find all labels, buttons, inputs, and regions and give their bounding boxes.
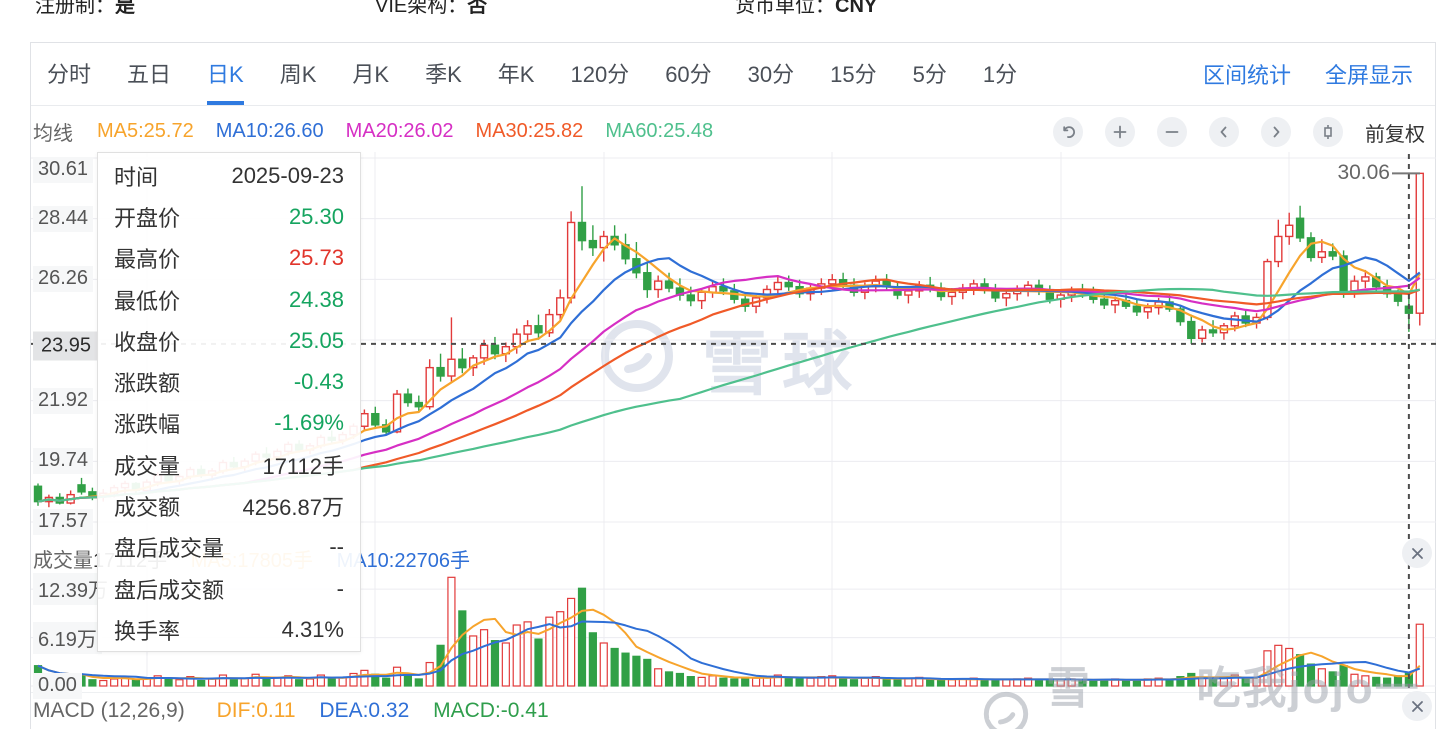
link-全屏显示[interactable]: 全屏显示 xyxy=(1324,63,1413,88)
close-macd-pane-button[interactable] xyxy=(1402,691,1432,721)
close-icon xyxy=(1411,700,1423,712)
ma-legend-item: MA30:25.82 xyxy=(475,119,584,142)
tab-年K[interactable]: 年K xyxy=(497,61,535,87)
tab-五日[interactable]: 五日 xyxy=(127,61,172,87)
tab-120分[interactable]: 120分 xyxy=(570,61,630,87)
adjust-mode-button[interactable]: 前复权 xyxy=(1365,123,1425,146)
tab-5分[interactable]: 5分 xyxy=(912,61,947,87)
tooltip-row: 最高价 25.73 xyxy=(114,245,344,273)
watermark-center: 雪球 xyxy=(598,308,862,409)
close-volume-pane-button[interactable] xyxy=(1402,538,1432,568)
close-icon xyxy=(1411,547,1423,559)
tooltip-row: 开盘价 25.30 xyxy=(114,203,344,231)
tooltip-row: 成交量 17112手 xyxy=(114,453,344,479)
price-axis-label: 17.57 xyxy=(33,509,94,535)
chart-toolbar: 前复权 xyxy=(1053,114,1425,150)
stock-meta-item: 注册制：是 xyxy=(35,0,135,14)
volume-axis-label: 0.00 xyxy=(33,673,82,699)
macd-title: MACD (12,26,9) xyxy=(33,699,185,722)
snowball-logo-icon xyxy=(598,317,676,400)
candle-style-icon[interactable] xyxy=(1313,117,1343,147)
ma-legend-item: MA10:26.60 xyxy=(215,119,324,142)
candle-tooltip: 时间 2025-09-23 开盘价 25.30 最高价 25.73 最低价 24.38 收盘价 2… xyxy=(97,152,361,652)
period-tabbar: 分时 五日 日K 周K 月K 季K 年K 120分 60分 30分 15分 5分 1分 区间统计 全屏显示 xyxy=(31,43,1435,106)
volume-ma10-label: MA10:22706手 xyxy=(336,550,470,572)
tab-15分[interactable]: 15分 xyxy=(830,61,877,87)
price-axis-label: 28.44 xyxy=(33,205,94,232)
watermark-username: 吃我jojo一拳 xyxy=(1196,664,1421,729)
tooltip-row: 换手率 4.31% xyxy=(114,616,344,644)
price-axis-label: 21.92 xyxy=(33,387,94,414)
tab-60分[interactable]: 60分 xyxy=(665,61,712,87)
crosshair-price-label: 23.95 xyxy=(33,331,100,361)
undo-icon[interactable] xyxy=(1053,117,1083,147)
price-axis-label: 19.74 xyxy=(33,448,94,475)
macd-value-label: MACD:-0.41 xyxy=(433,699,549,722)
tab-30分[interactable]: 30分 xyxy=(747,61,795,87)
chart-action-links: 区间统计 全屏显示 xyxy=(1203,58,1435,90)
tab-季K[interactable]: 季K xyxy=(425,61,462,87)
tooltip-row: 收盘价 25.05 xyxy=(114,327,344,355)
watermark-brand: 雪球 xyxy=(1046,664,1094,729)
price-axis-label: 30.61 xyxy=(33,157,94,183)
macd-dif-label: DIF:0.11 xyxy=(216,699,296,722)
ma-legend-item: MA5:25.72 xyxy=(97,119,194,142)
period-tabs: 分时 五日 日K 周K 月K 季K 年K 120分 60分 30分 15分 5分 1分 xyxy=(31,44,1017,105)
link-区间统计[interactable]: 区间统计 xyxy=(1202,63,1291,88)
tooltip-row: 盘后成交额 - xyxy=(114,575,344,603)
stock-meta-item: VIE架构：否 xyxy=(375,0,488,14)
watermark-bottom-right: 雪球 吃我jojo一拳 xyxy=(982,652,1451,729)
latest-price-label: 30.06 xyxy=(1337,161,1390,185)
watermark-brand: 雪球 xyxy=(702,325,862,403)
price-axis-label: 26.26 xyxy=(33,266,94,293)
pan-left-icon[interactable] xyxy=(1209,117,1239,147)
tab-月K[interactable]: 月K xyxy=(352,61,390,87)
tooltip-row: 涨跌幅 -1.69% xyxy=(114,410,344,438)
ma-legend-item: MA20:26.02 xyxy=(345,119,454,142)
pane-separator xyxy=(31,692,1435,693)
tooltip-row: 成交额 4256.87万 xyxy=(114,495,344,521)
tooltip-row: 时间 2025-09-23 xyxy=(114,162,344,190)
tooltip-row: 盘后成交量 -- xyxy=(114,534,344,562)
stock-meta-row: 注册制：是 VIE架构：否 货币单位：CNY xyxy=(0,0,1451,14)
tooltip-row: 涨跌额 -0.43 xyxy=(114,369,344,397)
tab-分时[interactable]: 分时 xyxy=(47,61,92,87)
pan-right-icon[interactable] xyxy=(1261,117,1291,147)
ma-legend-items: MA5:25.72 MA10:26.60 MA20:26.02 MA30:25.82 M… xyxy=(97,120,735,143)
tab-1分[interactable]: 1分 xyxy=(982,61,1018,87)
ma-legend-item: MA60:25.48 xyxy=(605,119,714,142)
zoom-in-icon[interactable] xyxy=(1105,117,1135,147)
volume-axis-label: 6.19万 xyxy=(33,621,102,654)
snowball-logo-icon xyxy=(982,690,1030,729)
macd-dea-label: DEA:0.32 xyxy=(319,699,410,722)
zoom-out-icon[interactable] xyxy=(1157,117,1187,147)
tab-周K[interactable]: 周K xyxy=(279,61,317,87)
stock-meta-item: 货币单位：CNY xyxy=(735,0,878,14)
tab-日K[interactable]: 日K xyxy=(207,44,244,105)
ma-legend-row: 均线 MA5:25.72 MA10:26.60 MA20:26.02 MA30:25.… xyxy=(33,114,735,148)
ma-legend-title: 均线 xyxy=(33,122,73,145)
volume-title: 成交量 xyxy=(33,550,93,572)
macd-pane-header: MACD (12,26,9) DIF:0.11 DEA:0.32 MACD:-0… xyxy=(33,699,549,723)
tooltip-row: 最低价 24.38 xyxy=(114,286,344,314)
